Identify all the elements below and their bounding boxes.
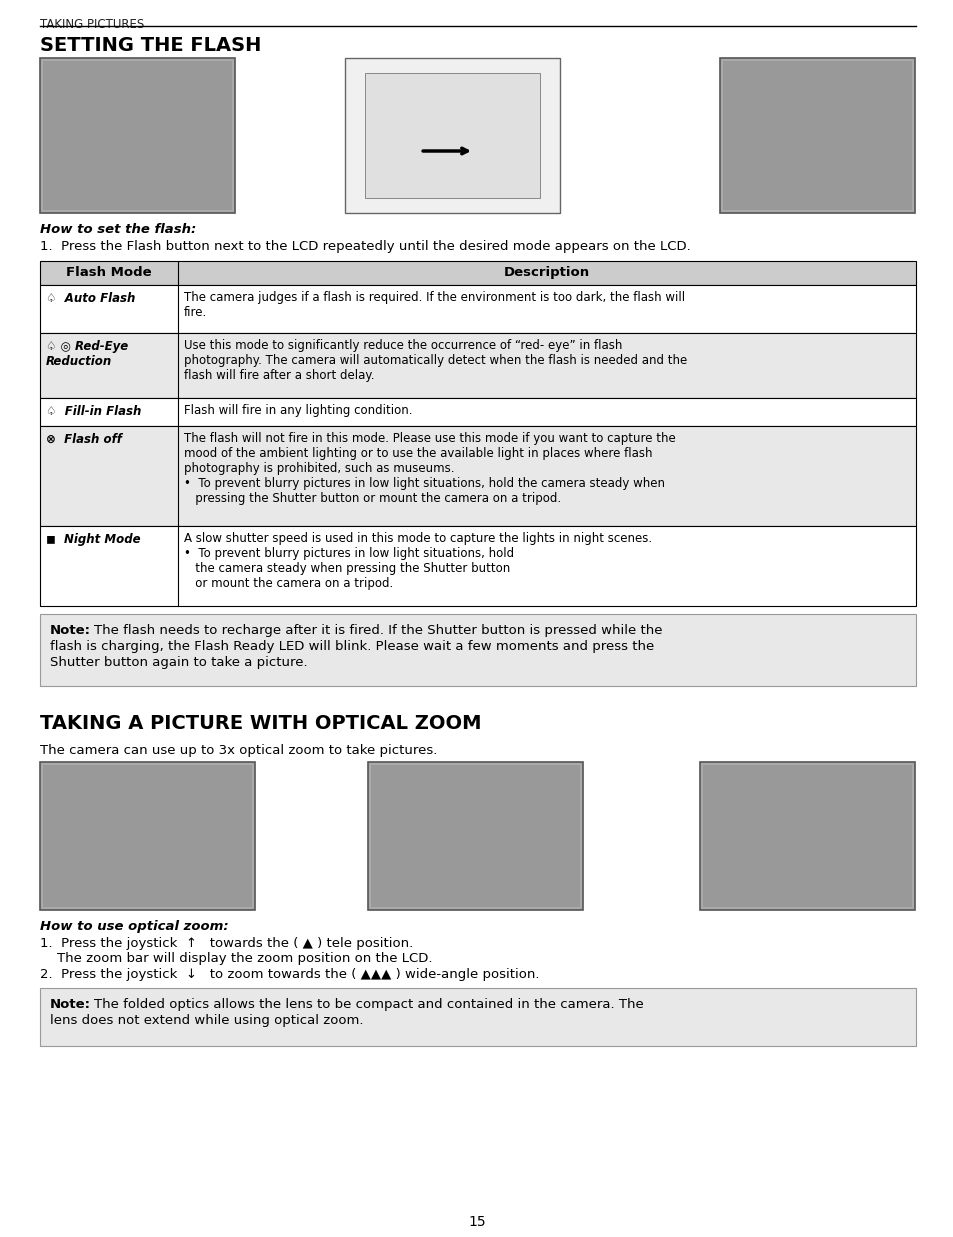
Text: The flash will not fire in this mode. Please use this mode if you want to captur: The flash will not fire in this mode. Pl…	[184, 432, 675, 505]
Bar	[40, 398, 915, 426]
Text: Flash will fire in any lighting condition.: Flash will fire in any lighting conditio…	[184, 404, 412, 417]
Text: lens does not extend while using optical zoom.: lens does not extend while using optical…	[50, 1014, 363, 1027]
Text: How to set the flash:: How to set the flash:	[40, 223, 196, 236]
Text: Shutter button again to take a picture.: Shutter button again to take a picture.	[50, 656, 307, 669]
Bar	[40, 526, 915, 606]
Text: 1.  Press the joystick  ↑   towards the ( ▲ ) tele position.: 1. Press the joystick ↑ towards the ( ▲ …	[40, 936, 413, 950]
Text: Use this mode to significantly reduce the occurrence of “red- eye” in flash
phot: Use this mode to significantly reduce th…	[184, 339, 686, 382]
Text: Description: Description	[503, 266, 590, 280]
Text: The folded optics allows the lens to be compact and contained in the camera. The: The folded optics allows the lens to be …	[94, 998, 643, 1011]
Bar	[700, 762, 914, 910]
Bar	[345, 58, 559, 213]
Text: Flash Mode: Flash Mode	[66, 266, 152, 280]
Bar	[368, 762, 582, 910]
Text: How to use optical zoom:: How to use optical zoom:	[40, 920, 229, 933]
Bar	[365, 73, 539, 198]
Text: TAKING A PICTURE WITH OPTICAL ZOOM: TAKING A PICTURE WITH OPTICAL ZOOM	[40, 714, 481, 734]
Text: ♤  Auto Flash: ♤ Auto Flash	[46, 292, 135, 306]
Text: The camera judges if a flash is required. If the environment is too dark, the fl: The camera judges if a flash is required…	[184, 291, 684, 319]
Text: 1.  Press the Flash button next to the LCD repeatedly until the desired mode app: 1. Press the Flash button next to the LC…	[40, 240, 690, 254]
Bar	[43, 61, 232, 210]
Bar	[40, 426, 915, 526]
Bar	[40, 988, 915, 1047]
Bar	[702, 764, 911, 907]
Bar	[371, 764, 579, 907]
Bar	[40, 261, 915, 285]
Text: The camera can use up to 3x optical zoom to take pictures.: The camera can use up to 3x optical zoom…	[40, 743, 436, 757]
Bar	[40, 762, 254, 910]
Text: flash is charging, the Flash Ready LED will blink. Please wait a few moments and: flash is charging, the Flash Ready LED w…	[50, 640, 654, 653]
Text: ♤  Fill-in Flash: ♤ Fill-in Flash	[46, 404, 141, 418]
Bar	[720, 58, 914, 213]
Bar	[40, 333, 915, 398]
Text: The flash needs to recharge after it is fired. If the Shutter button is pressed : The flash needs to recharge after it is …	[94, 623, 661, 637]
Text: The zoom bar will display the zoom position on the LCD.: The zoom bar will display the zoom posit…	[40, 952, 432, 965]
Text: SETTING THE FLASH: SETTING THE FLASH	[40, 36, 261, 54]
Text: ◼  Night Mode: ◼ Night Mode	[46, 533, 140, 546]
Text: 2.  Press the joystick  ↓   to zoom towards the ( ▲▲▲ ) wide-angle position.: 2. Press the joystick ↓ to zoom towards …	[40, 969, 539, 981]
Text: Reduction: Reduction	[46, 355, 112, 367]
Text: TAKING PICTURES: TAKING PICTURES	[40, 19, 144, 31]
Text: 15: 15	[468, 1215, 485, 1230]
Bar	[722, 61, 911, 210]
Bar	[40, 285, 915, 333]
Text: ⊗  Flash off: ⊗ Flash off	[46, 433, 122, 447]
Bar	[40, 58, 234, 213]
Bar	[43, 764, 252, 907]
Text: Note:: Note:	[50, 998, 91, 1011]
Text: Note:: Note:	[50, 623, 91, 637]
Text: ♤ ◎ Red-Eye: ♤ ◎ Red-Eye	[46, 340, 128, 353]
Text: A slow shutter speed is used in this mode to capture the lights in night scenes.: A slow shutter speed is used in this mod…	[184, 532, 652, 590]
Bar	[40, 614, 915, 687]
